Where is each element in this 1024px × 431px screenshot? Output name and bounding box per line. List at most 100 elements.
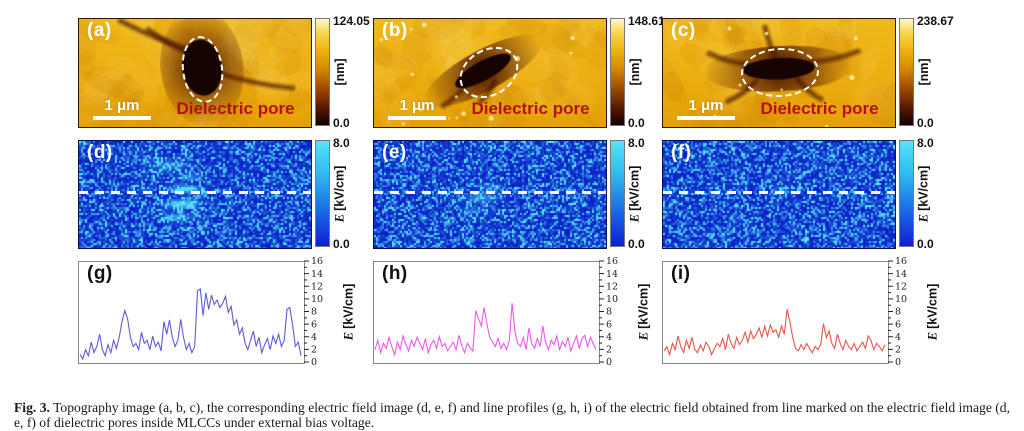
efield-panel-f: (f) bbox=[662, 140, 896, 249]
topography-panel-a: (a) 1 μm Dielectric pore bbox=[78, 18, 312, 128]
profile-trace-i bbox=[663, 262, 888, 363]
svg-text:16: 16 bbox=[606, 256, 618, 267]
panel-letter-a: (a) bbox=[87, 20, 112, 42]
panel-letter-g: (g) bbox=[87, 263, 113, 285]
efield-unit: [kV/cm] bbox=[917, 165, 931, 210]
svg-text:2: 2 bbox=[311, 345, 317, 356]
pore-annotation-c: Dielectric pore bbox=[760, 99, 878, 119]
scalebar-line-a bbox=[93, 116, 151, 120]
colorbar-max-c: 238.67 bbox=[917, 14, 954, 28]
profile-yaxis-i: 02 4 68 10 1214 16 bbox=[888, 254, 920, 370]
scalebar-label-b: 1 μm bbox=[387, 98, 447, 113]
pore-annotation-a: Dielectric pore bbox=[176, 99, 294, 119]
profile-line-d bbox=[79, 191, 311, 194]
svg-text:6: 6 bbox=[311, 319, 317, 330]
panel-letter-c: (c) bbox=[671, 20, 696, 42]
svg-text:2: 2 bbox=[895, 345, 901, 356]
figure-column-1: (a) 1 μm Dielectric pore 124.05 [nm] 0.0… bbox=[78, 18, 370, 370]
panel-letter-d: (d) bbox=[87, 142, 113, 164]
svg-text:4: 4 bbox=[311, 332, 317, 343]
svg-text:8: 8 bbox=[311, 307, 317, 318]
svg-text:4: 4 bbox=[895, 332, 901, 343]
efield-panel-e: (e) bbox=[373, 140, 607, 249]
colorbar-min-a: 0.0 bbox=[333, 116, 350, 130]
topography-colorbar-labels-c: 238.67 [nm] 0.0 bbox=[917, 18, 955, 126]
svg-text:4: 4 bbox=[606, 332, 612, 343]
svg-text:0: 0 bbox=[895, 357, 901, 368]
scalebar-b: 1 μm bbox=[387, 98, 447, 120]
svg-text:14: 14 bbox=[311, 269, 323, 280]
panel-letter-b: (b) bbox=[382, 20, 408, 42]
topography-colorbar-b bbox=[610, 18, 625, 126]
svg-text:14: 14 bbox=[606, 269, 618, 280]
svg-text:12: 12 bbox=[895, 281, 907, 292]
profile-line-e bbox=[374, 191, 606, 194]
colorbar-max-f: 8.0 bbox=[917, 136, 934, 150]
efield-colorbar-labels-f: 8.0 E [kV/cm] 0.0 bbox=[917, 140, 955, 247]
topography-colorbar-a bbox=[315, 18, 330, 126]
colorbar-unit-d: E [kV/cm] bbox=[333, 165, 348, 222]
svg-text:0: 0 bbox=[311, 357, 317, 368]
profile-line-f bbox=[663, 191, 895, 194]
efield-colorbar-f bbox=[899, 140, 914, 247]
svg-text:6: 6 bbox=[895, 319, 901, 330]
figure-caption: Fig. 3. Topography image (a, b, c), the … bbox=[14, 400, 1010, 431]
efield-image-f bbox=[663, 141, 895, 248]
colorbar-unit-a: [nm] bbox=[333, 58, 347, 85]
colorbar-max-a: 124.05 bbox=[333, 14, 370, 28]
profile-ylabel-h: E [kV/cm] bbox=[635, 261, 653, 362]
svg-text:12: 12 bbox=[311, 281, 323, 292]
efield-panel-d: (d) bbox=[78, 140, 312, 249]
scalebar-c: 1 μm bbox=[676, 98, 736, 120]
colorbar-unit-f: E [kV/cm] bbox=[917, 165, 932, 222]
svg-text:10: 10 bbox=[895, 294, 907, 305]
pore-annotation-b: Dielectric pore bbox=[471, 99, 589, 119]
topography-colorbar-labels-a: 124.05 [nm] 0.0 bbox=[333, 18, 371, 126]
efield-unit: [kV/cm] bbox=[333, 165, 347, 210]
svg-text:14: 14 bbox=[895, 269, 907, 280]
svg-text:12: 12 bbox=[606, 281, 618, 292]
ylabel-unit-i: [kV/cm] bbox=[926, 283, 940, 328]
colorbar-min-d: 0.0 bbox=[333, 237, 350, 251]
svg-text:10: 10 bbox=[311, 294, 323, 305]
svg-text:8: 8 bbox=[606, 307, 612, 318]
efield-colorbar-labels-e: 8.0 E [kV/cm] 0.0 bbox=[628, 140, 666, 247]
caption-label: Fig. 3. bbox=[14, 400, 50, 415]
colorbar-min-c: 0.0 bbox=[917, 116, 934, 130]
efield-unit: [kV/cm] bbox=[628, 165, 642, 210]
svg-text:8: 8 bbox=[895, 307, 901, 318]
scalebar-label-c: 1 μm bbox=[676, 98, 736, 113]
scalebar-line-c bbox=[677, 116, 735, 120]
scalebar-a: 1 μm bbox=[92, 98, 152, 120]
svg-text:16: 16 bbox=[895, 256, 907, 267]
ylabel-symbol-i: E bbox=[926, 331, 940, 339]
svg-text:16: 16 bbox=[311, 256, 323, 267]
svg-text:0: 0 bbox=[606, 357, 612, 368]
ylabel-symbol-g: E bbox=[342, 331, 356, 339]
svg-text:2: 2 bbox=[606, 345, 612, 356]
topography-colorbar-labels-b: 148.61 [nm] 0.0 bbox=[628, 18, 666, 126]
efield-colorbar-e bbox=[610, 140, 625, 247]
efield-colorbar-labels-d: 8.0 E[kV/cm] 0.0 bbox=[333, 140, 371, 247]
efield-image-e bbox=[374, 141, 606, 248]
colorbar-max-d: 8.0 bbox=[333, 136, 350, 150]
efield-symbol: E bbox=[333, 213, 347, 221]
colorbar-unit-c: [nm] bbox=[917, 58, 931, 85]
panel-letter-h: (h) bbox=[382, 263, 408, 285]
profile-plot-h: (h) bbox=[373, 261, 600, 364]
profile-plot-g: (g) bbox=[78, 261, 305, 364]
colorbar-unit-e: E [kV/cm] bbox=[628, 165, 643, 222]
panel-letter-e: (e) bbox=[382, 142, 407, 164]
ylabel-unit-g: [kV/cm] bbox=[342, 283, 356, 328]
colorbar-min-b: 0.0 bbox=[628, 116, 645, 130]
colorbar-max-e: 8.0 bbox=[628, 136, 645, 150]
colorbar-unit-b: [nm] bbox=[628, 58, 642, 85]
profile-yaxis-h: 02 4 68 10 1214 16 bbox=[599, 254, 631, 370]
panel-letter-i: (i) bbox=[671, 263, 690, 285]
topography-panel-b: (b) 1 μm Dielectric pore bbox=[373, 18, 607, 128]
scalebar-line-b bbox=[388, 116, 446, 120]
svg-text:6: 6 bbox=[606, 319, 612, 330]
svg-text:10: 10 bbox=[606, 294, 618, 305]
ylabel-unit-h: [kV/cm] bbox=[637, 283, 651, 328]
colorbar-min-f: 0.0 bbox=[917, 237, 934, 251]
